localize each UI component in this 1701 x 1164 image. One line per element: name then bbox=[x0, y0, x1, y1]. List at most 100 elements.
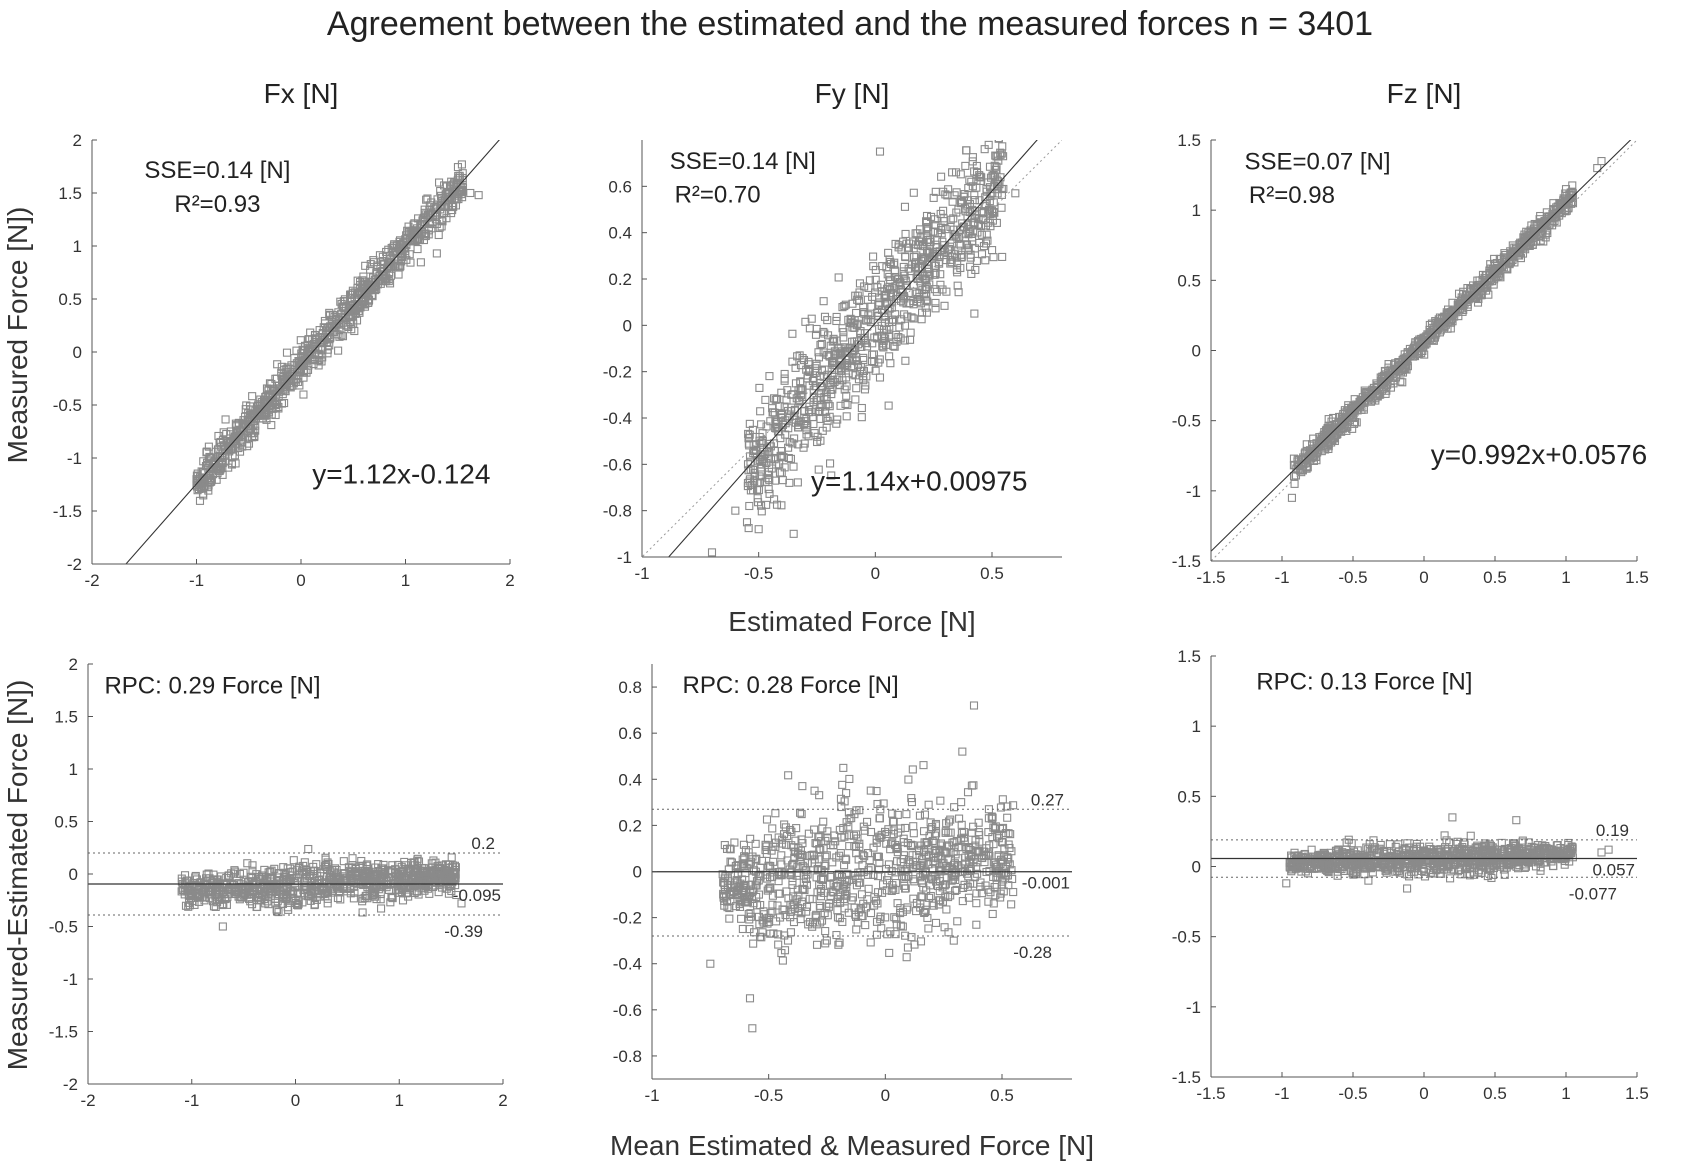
data-point bbox=[889, 830, 898, 839]
data-point bbox=[821, 861, 830, 870]
data-point bbox=[1368, 396, 1377, 405]
data-point bbox=[1340, 414, 1349, 423]
data-point bbox=[834, 273, 843, 282]
data-point bbox=[909, 188, 918, 197]
data-point bbox=[802, 430, 811, 439]
data-point bbox=[802, 426, 811, 435]
y-tick-label: 0 bbox=[73, 343, 82, 362]
data-point bbox=[961, 859, 970, 868]
data-point bbox=[900, 202, 910, 211]
data-point bbox=[361, 892, 370, 901]
data-point bbox=[392, 241, 401, 250]
data-point bbox=[186, 890, 195, 900]
data-point bbox=[812, 324, 821, 334]
panel-fx-scatter: Fx [N]-2 -1 0 1 2-2-1.5-1-0.500.511.52SSE=0.… bbox=[53, 78, 515, 590]
data-point bbox=[903, 943, 912, 952]
data-point bbox=[221, 457, 230, 466]
data-point bbox=[248, 392, 257, 401]
data-point bbox=[774, 930, 783, 939]
data-point bbox=[983, 236, 992, 245]
data-point bbox=[859, 366, 869, 376]
data-point bbox=[899, 262, 908, 271]
data-point bbox=[924, 851, 933, 860]
data-point bbox=[234, 892, 243, 901]
data-point bbox=[1399, 357, 1408, 366]
data-point bbox=[936, 841, 945, 850]
data-point bbox=[962, 845, 971, 854]
data-point bbox=[743, 897, 752, 906]
data-point bbox=[376, 872, 385, 881]
data-point bbox=[398, 896, 408, 905]
data-point bbox=[300, 346, 309, 355]
data-point bbox=[933, 228, 942, 237]
data-point bbox=[195, 496, 205, 505]
data-point bbox=[963, 788, 973, 797]
data-point bbox=[248, 861, 257, 870]
y-tick-label: 0.5 bbox=[54, 813, 78, 832]
data-point bbox=[799, 356, 809, 365]
data-point bbox=[796, 391, 805, 400]
data-point bbox=[989, 253, 998, 262]
data-point bbox=[849, 831, 858, 840]
data-point bbox=[814, 465, 823, 474]
data-point bbox=[840, 832, 849, 841]
x-tick-label: 1 bbox=[401, 571, 410, 590]
data-point bbox=[739, 840, 748, 849]
data-point bbox=[757, 507, 766, 516]
data-point bbox=[901, 884, 910, 893]
data-point bbox=[996, 893, 1005, 902]
data-point bbox=[425, 889, 434, 898]
data-point bbox=[848, 370, 857, 379]
data-point bbox=[345, 317, 354, 326]
data-point bbox=[416, 258, 425, 267]
data-point bbox=[322, 872, 332, 882]
data-point bbox=[334, 346, 343, 355]
data-point bbox=[872, 786, 881, 796]
data-point bbox=[1303, 463, 1312, 472]
data-point bbox=[919, 860, 928, 869]
data-point bbox=[890, 342, 899, 351]
data-point bbox=[780, 374, 789, 383]
data-point bbox=[832, 419, 841, 428]
mean-difference-label: -0.095 bbox=[453, 886, 501, 905]
data-point bbox=[953, 281, 962, 290]
data-point bbox=[974, 220, 983, 229]
data-point bbox=[862, 342, 872, 351]
data-point bbox=[853, 291, 862, 300]
data-point bbox=[781, 911, 790, 920]
data-point bbox=[955, 814, 964, 823]
data-point bbox=[243, 442, 252, 451]
data-point bbox=[957, 798, 966, 807]
data-point bbox=[771, 395, 780, 404]
data-point bbox=[900, 294, 909, 303]
data-point bbox=[264, 900, 273, 909]
data-point bbox=[366, 260, 375, 269]
data-point bbox=[432, 249, 441, 258]
data-point bbox=[865, 276, 874, 285]
data-point bbox=[863, 895, 872, 904]
data-point bbox=[819, 817, 828, 826]
data-point bbox=[765, 873, 775, 882]
data-point bbox=[772, 460, 781, 469]
data-point bbox=[952, 208, 961, 217]
column-title: Fy [N] bbox=[815, 78, 890, 109]
data-point bbox=[917, 315, 926, 324]
data-point bbox=[764, 884, 773, 893]
y-tick-label: -0.5 bbox=[53, 396, 82, 415]
data-point bbox=[998, 838, 1007, 847]
data-point bbox=[445, 860, 454, 869]
data-point bbox=[784, 771, 793, 780]
data-point bbox=[992, 175, 1001, 184]
data-point bbox=[807, 851, 816, 860]
x-tick-label: -1 bbox=[644, 1086, 659, 1105]
data-point bbox=[926, 818, 935, 827]
data-point bbox=[753, 901, 762, 910]
data-point bbox=[912, 251, 921, 260]
data-point bbox=[284, 874, 293, 883]
data-point bbox=[1495, 254, 1504, 263]
data-point bbox=[840, 343, 849, 352]
data-point bbox=[797, 835, 806, 844]
data-point bbox=[291, 898, 300, 908]
data-point bbox=[1011, 189, 1020, 198]
data-point bbox=[845, 774, 854, 784]
